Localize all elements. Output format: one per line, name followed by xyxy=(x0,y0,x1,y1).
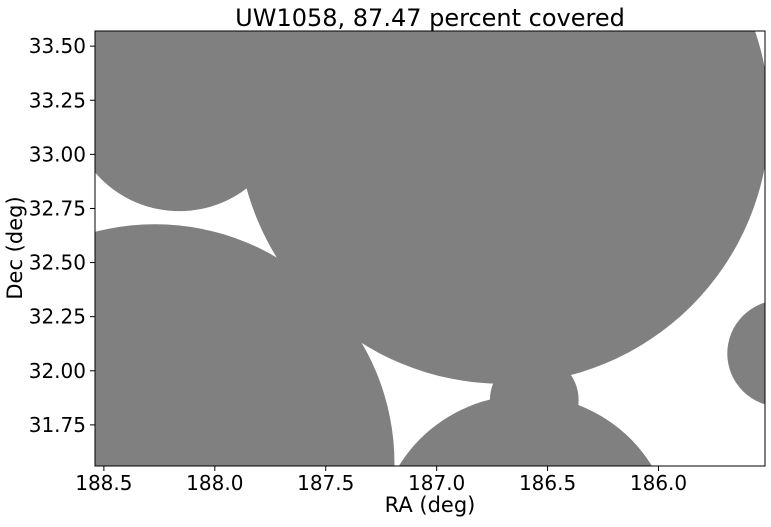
y-tick-label: 32.25 xyxy=(29,305,86,329)
y-tick-label: 33.00 xyxy=(29,142,86,166)
x-tick-label: 188.0 xyxy=(186,471,243,495)
footprint-large-center xyxy=(237,31,765,384)
y-tick-label: 31.75 xyxy=(29,413,86,437)
y-tick-label: 32.00 xyxy=(29,359,86,383)
chart-title: UW1058, 87.47 percent covered xyxy=(235,4,625,32)
x-axis-ticks: 188.5 188.0 187.5 187.0 186.5 186.0 xyxy=(75,466,687,495)
x-axis-label: RA (deg) xyxy=(385,493,476,517)
y-tick-label: 32.75 xyxy=(29,196,86,220)
x-tick-label: 186.0 xyxy=(630,471,687,495)
plot-frame xyxy=(94,30,766,467)
y-axis-label: Dec (deg) xyxy=(3,196,27,299)
x-tick-label: 188.5 xyxy=(75,471,132,495)
x-tick-label: 187.0 xyxy=(408,471,465,495)
footprint-bottom-left xyxy=(95,224,395,466)
y-axis-ticks: 31.75 32.00 32.25 32.50 32.75 33.00 33.25 33.50 xyxy=(29,34,95,437)
x-tick-label: 186.5 xyxy=(519,471,576,495)
y-tick-label: 33.50 xyxy=(29,34,86,58)
x-tick-label: 187.5 xyxy=(297,471,354,495)
y-tick-label: 33.25 xyxy=(29,88,86,112)
footprint-right-edge xyxy=(727,302,765,405)
y-tick-label: 32.50 xyxy=(29,251,86,275)
footprint-small-bottom xyxy=(489,355,579,445)
